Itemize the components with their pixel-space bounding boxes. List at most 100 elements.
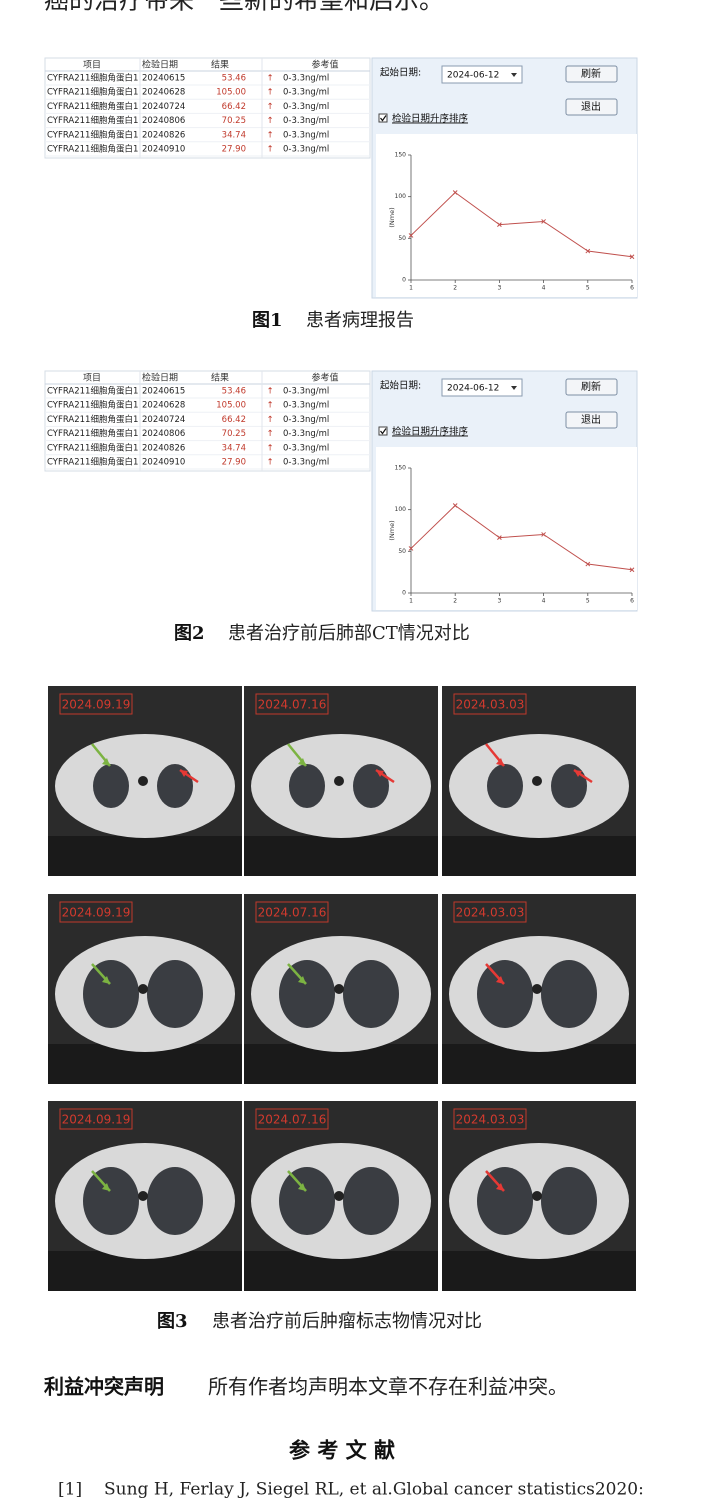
x-tick-label: 1 xyxy=(409,598,413,605)
ct-lung-left xyxy=(83,1167,139,1235)
data-line xyxy=(410,504,633,571)
chart-bg xyxy=(376,447,637,610)
table-cell: CYFRA211细胞角蛋白1 xyxy=(47,129,138,140)
ct-lung-right xyxy=(147,1167,203,1235)
x-tick-label: 4 xyxy=(542,285,546,292)
arrow-head xyxy=(102,1183,110,1191)
ct-lung-left xyxy=(289,764,325,808)
table-cell: 0-3.3ng/ml xyxy=(283,415,329,425)
table-cell: 53.46 xyxy=(222,74,246,84)
table-cell: ↑ xyxy=(266,145,273,155)
ct-image: 2024.03.03 xyxy=(442,894,636,1084)
table-cell: CYFRA211细胞角蛋白1 xyxy=(47,101,138,112)
exit-button[interactable] xyxy=(565,98,618,116)
data-point xyxy=(541,219,546,224)
refresh-button[interactable] xyxy=(565,378,618,396)
table-cell: 0-3.3ng/ml xyxy=(283,116,329,126)
x-tick-label: 6 xyxy=(630,285,634,292)
arrow-head xyxy=(496,976,504,984)
table-cell: 20240806 xyxy=(142,116,185,126)
arrow-head xyxy=(298,758,306,766)
y-axis-label: (Nme) xyxy=(388,207,396,227)
data-point xyxy=(452,503,458,508)
chart-bg xyxy=(376,134,637,297)
arrow-head xyxy=(376,770,384,777)
table-cell: CYFRA211细胞角蛋白1 xyxy=(47,73,138,84)
table-cell: 0-3.3ng/ml xyxy=(283,429,329,439)
table-cell: 0-3.3ng/ml xyxy=(283,458,329,468)
table-cell: 20240910 xyxy=(142,458,185,468)
caption-number: 图2 xyxy=(174,623,205,644)
ct-body xyxy=(251,734,431,838)
table-cell: ↑ xyxy=(266,429,273,439)
data-point xyxy=(629,567,635,573)
table-cell: CYFRA211细胞角蛋白1 xyxy=(47,428,138,439)
table-cell: ↑ xyxy=(266,116,273,126)
arrow-head xyxy=(102,976,110,984)
references-title: 参 考 文 献 xyxy=(289,1438,395,1463)
refresh-button[interactable] xyxy=(565,65,618,83)
date-value: 2024-06-12 xyxy=(447,384,499,394)
table-header: 项目 xyxy=(83,373,101,384)
table-cell: 70.25 xyxy=(222,116,246,126)
ct-body xyxy=(251,1143,431,1259)
ct-body xyxy=(55,734,235,838)
ct-lung-left xyxy=(477,1167,533,1235)
ct-date: 2024.03.03 xyxy=(456,1113,525,1127)
table-header: 结果 xyxy=(211,372,229,384)
table-cell: 53.46 xyxy=(222,387,246,397)
table-cell: 66.42 xyxy=(222,102,246,112)
data-point xyxy=(541,532,546,537)
refresh-label: 刷新 xyxy=(581,67,601,80)
ct-lung-left xyxy=(279,960,335,1028)
ct-lung-right xyxy=(343,1167,399,1235)
table-cell: 20240724 xyxy=(142,102,185,112)
checkmark xyxy=(380,428,387,435)
x-tick-label: 5 xyxy=(586,598,590,605)
table-cell: 20240724 xyxy=(142,415,185,425)
table-cell: 20240615 xyxy=(142,74,185,84)
statement-text: 所有作者均声明本文章不存在利益冲突。 xyxy=(208,1375,568,1399)
ct-date: 2024.09.19 xyxy=(62,1113,131,1127)
table-cell: 66.42 xyxy=(222,415,246,425)
exit-button[interactable] xyxy=(565,411,618,429)
refresh-label: 刷新 xyxy=(581,380,601,393)
ct-date: 2024.07.16 xyxy=(258,1113,327,1127)
ct-body xyxy=(251,936,431,1052)
x-tick-label: 5 xyxy=(586,285,590,292)
arrow-head xyxy=(298,1183,306,1191)
group: 项目 检验日期 结果 参考值 CYFRA211细胞角蛋白1 20240615 53.46 ↑ 0… xyxy=(44,57,638,331)
y-tick-label: 150 xyxy=(395,465,407,472)
table-cell: 20240826 xyxy=(142,443,185,453)
ct-trachea xyxy=(138,1191,148,1201)
arrow-head xyxy=(102,758,110,766)
data-point xyxy=(629,254,635,260)
ct-image: 2024.03.03 xyxy=(442,1101,636,1291)
table-cell: 20240628 xyxy=(142,88,185,98)
data-point xyxy=(585,561,591,567)
date-box xyxy=(441,378,523,397)
y-tick-label: 100 xyxy=(395,193,407,200)
table-cell: CYFRA211细胞角蛋白1 xyxy=(47,115,138,126)
ct-trachea xyxy=(334,776,344,786)
ct-body xyxy=(55,1143,235,1259)
ct-trachea xyxy=(334,984,344,994)
table-cell: ↑ xyxy=(266,443,273,453)
ct-trachea xyxy=(532,984,542,994)
x-tick-label: 6 xyxy=(630,598,634,605)
table-cell: 0-3.3ng/ml xyxy=(283,443,329,453)
ct-date: 2024.07.16 xyxy=(258,906,327,920)
ct-image: 2024.03.03 xyxy=(442,686,636,876)
table-cell: ↑ xyxy=(266,401,273,411)
ct-date: 2024.03.03 xyxy=(456,698,525,712)
statement-label: 利益冲突声明 xyxy=(44,1375,164,1399)
date-box xyxy=(59,693,133,715)
ct-image: 2024.07.16 xyxy=(244,686,438,876)
table-header: 检验日期 xyxy=(142,59,178,71)
sort-label: 检验日期升序排序 xyxy=(392,426,469,438)
ct-image: 2024.07.16 xyxy=(244,894,438,1084)
date-box xyxy=(453,693,527,715)
ct-body xyxy=(449,936,629,1052)
